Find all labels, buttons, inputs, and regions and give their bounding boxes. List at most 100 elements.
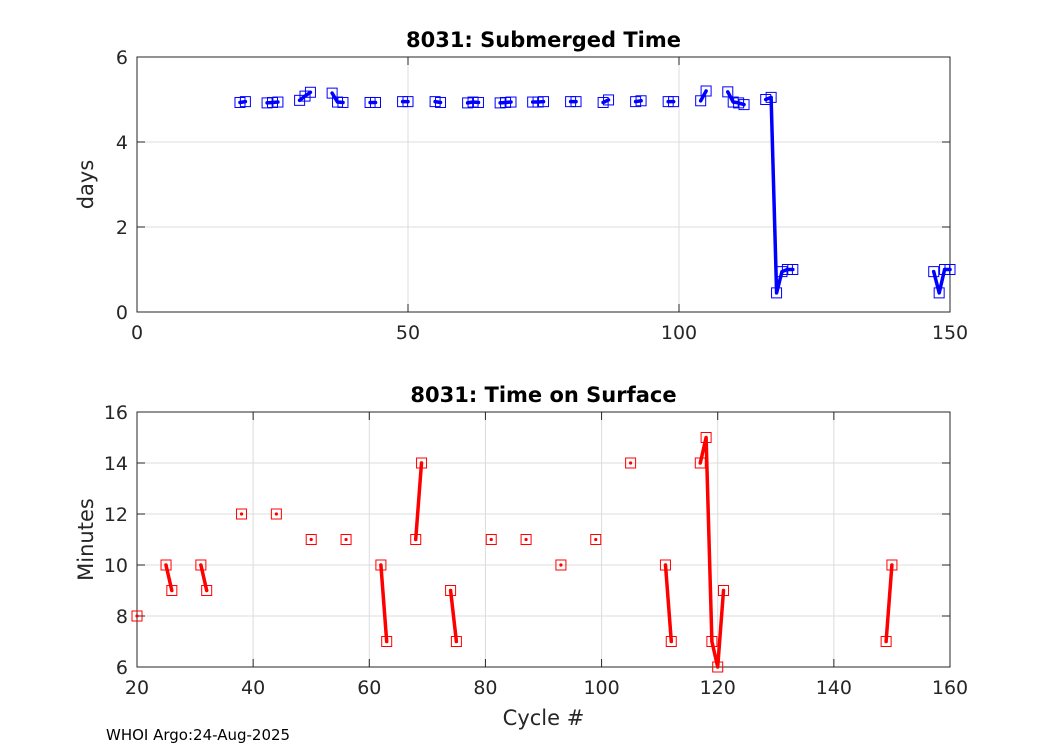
x-tick-label: 40	[241, 677, 265, 699]
footer-credit: WHOI Argo:24-Aug-2025	[106, 726, 291, 744]
data-point-dot	[330, 91, 334, 95]
series-line	[663, 563, 674, 644]
data-point-marker	[590, 534, 602, 545]
series-line	[413, 461, 424, 542]
series-line	[164, 563, 174, 593]
data-point-marker	[166, 585, 178, 596]
data-point-dot	[932, 270, 936, 274]
data-point-dot	[199, 563, 203, 567]
data-point-dot	[308, 90, 313, 94]
data-point-marker	[659, 559, 671, 571]
data-point-dot	[276, 100, 280, 104]
data-point-marker	[570, 96, 582, 108]
data-point-marker	[272, 96, 284, 108]
data-point-marker	[369, 96, 381, 108]
y-tick-label: 6	[116, 657, 128, 679]
data-point-marker	[485, 534, 497, 545]
data-point-dot	[594, 537, 598, 542]
data-point-dot	[671, 100, 676, 104]
chart-title: 8031: Submerged Time	[406, 28, 681, 52]
data-point-dot	[541, 100, 546, 104]
series-line	[379, 563, 389, 644]
data-point-marker	[195, 559, 207, 571]
data-point-dot	[704, 89, 708, 93]
x-axis-label: Cycle #	[503, 706, 585, 730]
chart-title: 8031: Time on Surface	[410, 383, 676, 407]
data-point-marker	[555, 559, 567, 571]
y-tick-label: 2	[116, 217, 128, 239]
data-point-marker	[933, 287, 945, 299]
data-point-dot	[710, 639, 714, 644]
data-point-dot	[524, 537, 528, 542]
axes-box	[136, 56, 951, 313]
x-tick-label: 120	[700, 677, 736, 699]
data-point-marker	[625, 457, 637, 469]
data-point-dot	[205, 588, 209, 593]
series-line	[448, 588, 459, 644]
data-point-dot	[721, 588, 726, 593]
data-point-dot	[476, 100, 481, 105]
y-tick-label: 4	[116, 132, 128, 154]
y-tick-label: 8	[116, 606, 128, 628]
data-point-dot	[606, 98, 611, 102]
data-point-marker	[239, 96, 251, 108]
data-point-dot	[448, 588, 453, 593]
data-point-dot	[791, 267, 795, 272]
y-tick-label: 12	[104, 504, 128, 526]
data-point-dot	[419, 461, 424, 465]
data-point-marker	[270, 508, 282, 520]
data-point-dot	[639, 99, 643, 103]
data-point-dot	[937, 291, 941, 295]
data-point-marker	[402, 96, 414, 108]
data-point-marker	[416, 457, 428, 469]
data-point-marker	[928, 266, 940, 278]
data-point-marker	[765, 91, 777, 103]
data-point-dot	[341, 100, 345, 105]
data-point-marker	[201, 585, 213, 596]
data-point-marker	[472, 96, 484, 108]
data-point-dot	[239, 512, 244, 516]
data-point-marker	[700, 432, 712, 443]
data-point-dot	[135, 614, 139, 618]
series-line	[199, 563, 209, 593]
data-point-dot	[663, 563, 668, 567]
y-axis-label: days	[74, 160, 98, 210]
data-point-dot	[406, 100, 410, 104]
data-point-marker	[603, 94, 615, 106]
series-line	[884, 563, 894, 644]
data-point-dot	[884, 639, 888, 644]
data-point-dot	[629, 461, 633, 465]
data-point-dot	[698, 461, 702, 465]
x-tick-label: 140	[816, 677, 852, 699]
data-point-dot	[454, 639, 458, 644]
data-point-marker	[886, 559, 898, 571]
data-point-marker	[450, 636, 462, 647]
data-point-dot	[890, 563, 894, 567]
data-point-marker	[410, 534, 422, 545]
data-point-marker	[520, 534, 532, 545]
data-point-dot	[574, 100, 578, 104]
data-point-marker	[505, 96, 517, 108]
x-tick-label: 100	[661, 322, 697, 344]
data-point-marker	[131, 610, 143, 622]
data-point-dot	[489, 537, 493, 542]
data-point-dot	[704, 435, 708, 440]
y-tick-label: 16	[104, 402, 128, 424]
data-point-dot	[243, 100, 247, 104]
data-point-marker	[304, 86, 316, 98]
data-point-dot	[414, 537, 418, 542]
data-point-dot	[716, 665, 720, 669]
x-tick-label: 160	[932, 677, 968, 699]
y-tick-label: 10	[104, 555, 128, 577]
data-point-dot	[742, 103, 746, 107]
plot-area	[137, 412, 950, 667]
y-axis-label: Minutes	[74, 498, 98, 581]
data-point-marker	[381, 636, 393, 647]
y-tick-label: 0	[116, 302, 128, 324]
data-point-dot	[948, 267, 952, 272]
data-point-dot	[373, 100, 378, 105]
x-tick-label: 80	[473, 677, 497, 699]
data-point-dot	[274, 512, 278, 516]
data-point-marker	[160, 559, 172, 571]
